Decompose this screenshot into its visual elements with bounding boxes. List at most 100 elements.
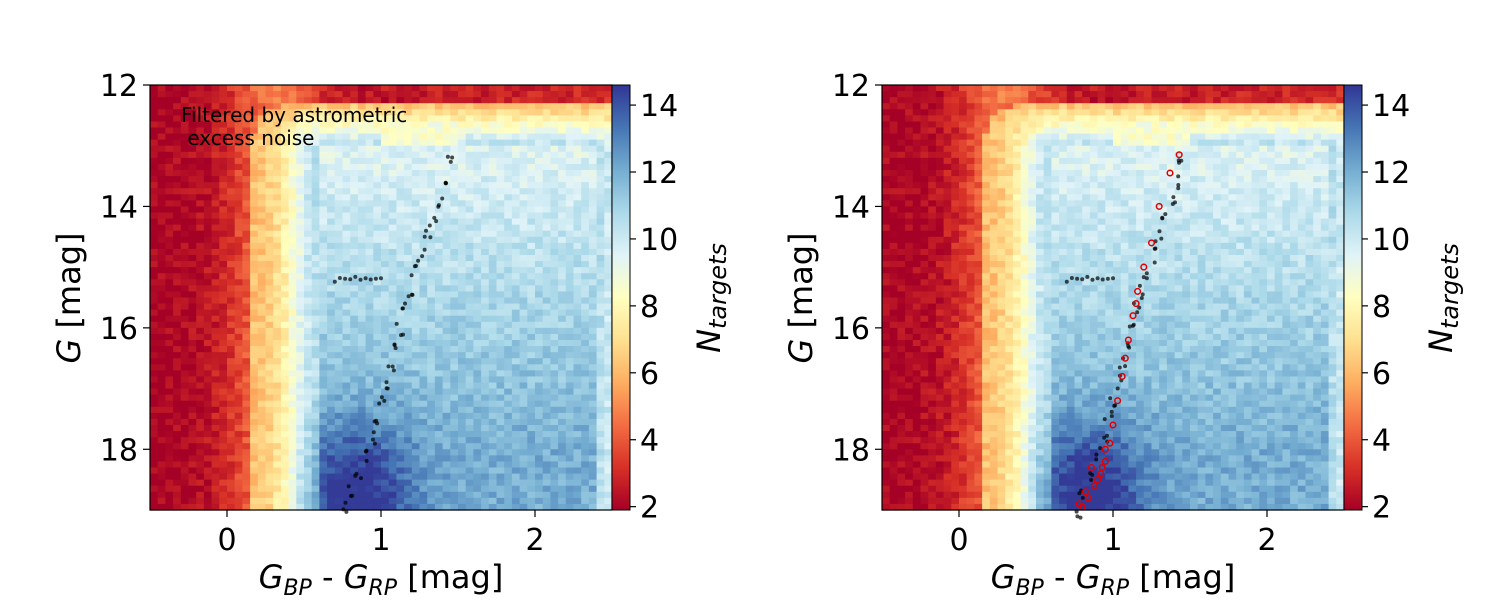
x-axis-label-left: GBP - GRP [mag] xyxy=(259,558,504,600)
heatmap-cell xyxy=(535,261,543,268)
heatmap-cell xyxy=(389,170,397,177)
heatmap-cell xyxy=(304,206,312,213)
heatmap-cell xyxy=(481,109,489,116)
heatmap-cell xyxy=(420,401,428,408)
heatmap-cell xyxy=(489,170,497,177)
heatmap-cell xyxy=(250,346,258,353)
heatmap-cell xyxy=(581,474,589,481)
heatmap-cell xyxy=(882,298,890,305)
heatmap-cell xyxy=(951,401,959,408)
heatmap-cell xyxy=(443,468,451,475)
heatmap-cell xyxy=(319,176,327,183)
heatmap-cell xyxy=(381,358,389,365)
heatmap-cell xyxy=(581,249,589,256)
heatmap-cell xyxy=(158,213,166,220)
heatmap-cell xyxy=(273,498,281,505)
heatmap-cell xyxy=(173,455,181,462)
heatmap-cell xyxy=(296,219,304,226)
heatmap-cell xyxy=(458,188,466,195)
heatmap-cell xyxy=(181,492,189,499)
heatmap-cell xyxy=(373,188,381,195)
heatmap-cell xyxy=(427,243,435,250)
heatmap-cell xyxy=(420,425,428,432)
heatmap-cell xyxy=(366,389,374,396)
heatmap-cell xyxy=(543,383,551,390)
heatmap-cell xyxy=(504,249,512,256)
heatmap-cell xyxy=(212,328,220,335)
heatmap-cell xyxy=(443,316,451,323)
heatmap-cell xyxy=(219,498,227,505)
heatmap-cell xyxy=(304,255,312,262)
heatmap-cell xyxy=(905,413,913,420)
heatmap-cell xyxy=(312,213,320,220)
heatmap-cell xyxy=(158,255,166,262)
heatmap-cell xyxy=(343,188,351,195)
heatmap-cell xyxy=(366,376,374,383)
heatmap-cell xyxy=(481,206,489,213)
heatmap-cell xyxy=(289,334,297,341)
heatmap-cell xyxy=(319,285,327,292)
heatmap-cell xyxy=(928,468,936,475)
heatmap-cell xyxy=(581,225,589,232)
heatmap-cell xyxy=(366,243,374,250)
heatmap-cell xyxy=(420,364,428,371)
heatmap-cell xyxy=(227,158,235,165)
heatmap-cell xyxy=(204,243,212,250)
heatmap-cell xyxy=(520,401,528,408)
heatmap-cell xyxy=(458,134,466,141)
heatmap-cell xyxy=(921,85,929,92)
heatmap-cell xyxy=(404,158,412,165)
sequence-point xyxy=(365,459,369,463)
heatmap-cell xyxy=(412,188,420,195)
heatmap-cell xyxy=(890,298,898,305)
heatmap-cell xyxy=(404,85,412,92)
heatmap-cell xyxy=(227,261,235,268)
heatmap-cell xyxy=(150,152,158,159)
heatmap-cell xyxy=(550,389,558,396)
heatmap-cell xyxy=(389,492,397,499)
heatmap-cell xyxy=(343,219,351,226)
heatmap-cell xyxy=(227,389,235,396)
heatmap-cell xyxy=(520,310,528,317)
heatmap-cell xyxy=(589,328,597,335)
heatmap-cell xyxy=(520,389,528,396)
heatmap-cell xyxy=(512,115,520,122)
heatmap-cell xyxy=(366,206,374,213)
heatmap-cell xyxy=(604,437,612,444)
heatmap-cell xyxy=(381,219,389,226)
heatmap-cell xyxy=(212,152,220,159)
heatmap-cell xyxy=(604,316,612,323)
heatmap-cell xyxy=(235,328,243,335)
heatmap-cell xyxy=(242,267,250,274)
heatmap-cell xyxy=(427,407,435,414)
heatmap-cell xyxy=(497,194,505,201)
heatmap-cell xyxy=(358,164,366,171)
heatmap-cell xyxy=(944,498,952,505)
heatmap-cell xyxy=(189,200,197,207)
heatmap-cell xyxy=(604,267,612,274)
heatmap-cell xyxy=(489,194,497,201)
heatmap-cell xyxy=(512,255,520,262)
heatmap-cell xyxy=(543,401,551,408)
heatmap-cell xyxy=(597,310,605,317)
heatmap-cell xyxy=(450,97,458,104)
heatmap-cell xyxy=(527,443,535,450)
heatmap-cell xyxy=(158,170,166,177)
heatmap-cell xyxy=(381,285,389,292)
heatmap-cell xyxy=(450,200,458,207)
heatmap-cell xyxy=(204,291,212,298)
heatmap-cell xyxy=(604,486,612,493)
heatmap-cell xyxy=(373,334,381,341)
heatmap-cell xyxy=(389,158,397,165)
heatmap-cell xyxy=(936,498,944,505)
heatmap-cell xyxy=(389,486,397,493)
heatmap-cell xyxy=(951,340,959,347)
heatmap-cell xyxy=(389,334,397,341)
heatmap-cell xyxy=(897,389,905,396)
heatmap-cell xyxy=(389,437,397,444)
heatmap-cell xyxy=(266,164,274,171)
heatmap-cell xyxy=(944,401,952,408)
heatmap-cell xyxy=(281,170,289,177)
heatmap-cell xyxy=(597,213,605,220)
heatmap-cell xyxy=(281,474,289,481)
